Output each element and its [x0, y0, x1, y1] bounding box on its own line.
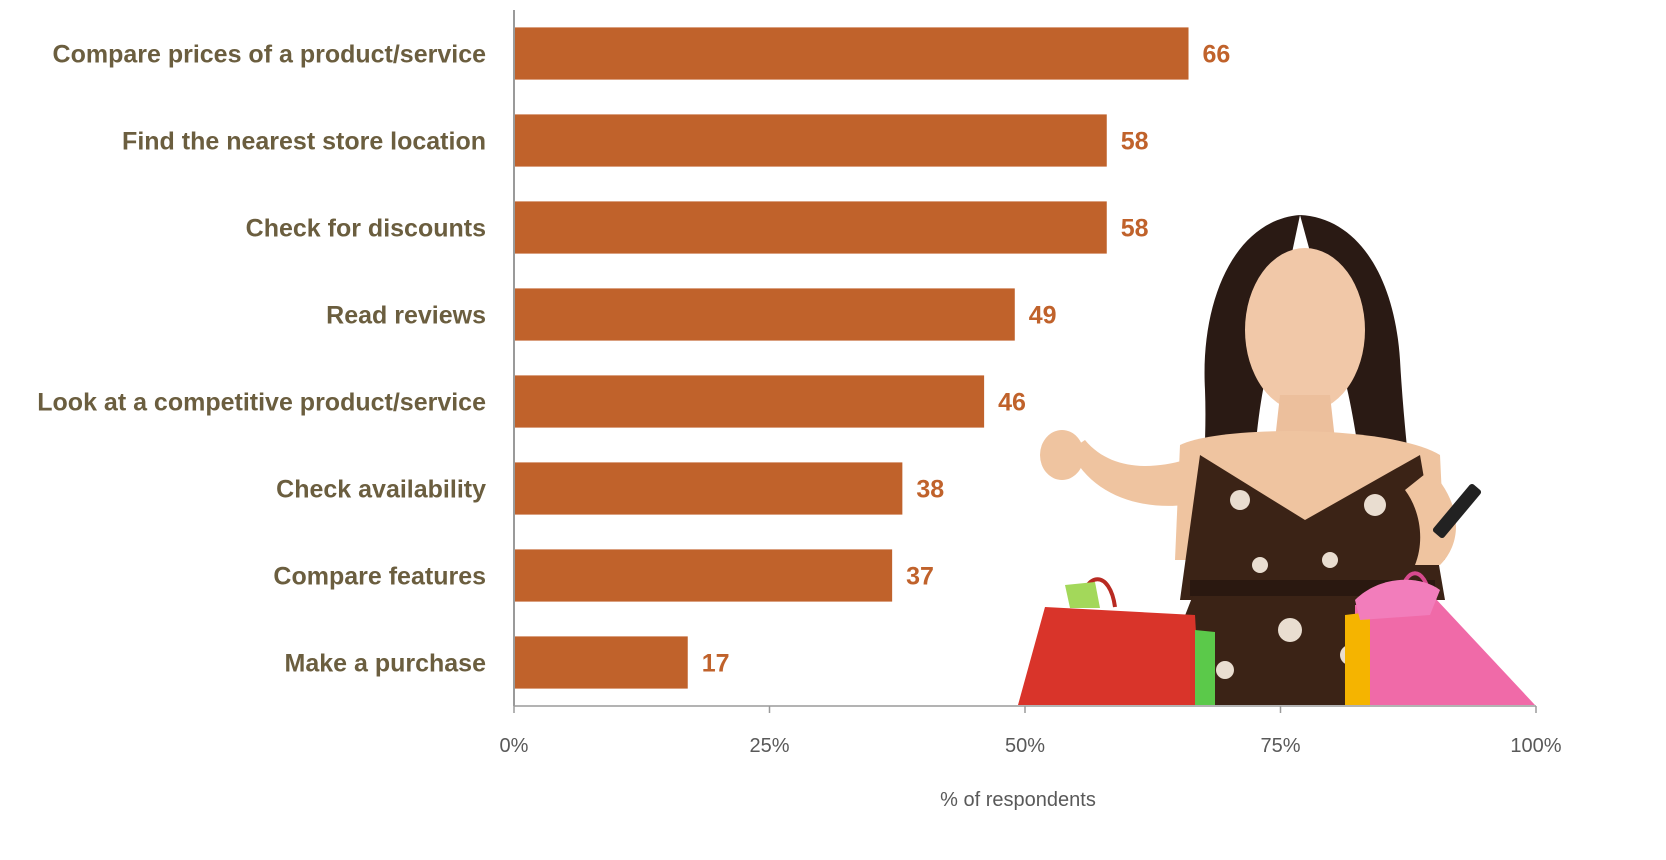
category-label: Find the nearest store location — [122, 128, 486, 156]
bar — [515, 288, 1015, 341]
value-label: 46 — [998, 389, 1026, 417]
x-tick-label: 0% — [500, 735, 529, 757]
value-label: 58 — [1121, 128, 1149, 156]
x-tick-label: 75% — [1260, 735, 1300, 757]
x-tick-label: 100% — [1510, 735, 1561, 757]
value-label: 66 — [1203, 41, 1231, 69]
category-labels: Compare prices of a product/service Find … — [37, 41, 486, 678]
x-axis-ticks: 0% 25% 50% 75% 100% — [500, 706, 1562, 757]
bars-group — [515, 27, 1189, 689]
bar — [515, 27, 1189, 80]
x-tick-label: 25% — [749, 735, 789, 757]
value-label: 17 — [702, 650, 730, 678]
value-label: 49 — [1029, 302, 1057, 330]
bar — [515, 462, 903, 515]
value-labels: 66 58 58 49 46 38 37 17 — [702, 41, 1231, 678]
category-label: Look at a competitive product/service — [37, 389, 486, 417]
category-label: Compare features — [273, 563, 486, 591]
bar — [515, 549, 893, 602]
value-label: 37 — [906, 563, 934, 591]
category-label: Read reviews — [326, 302, 486, 330]
bar — [515, 201, 1107, 254]
value-label: 38 — [916, 476, 944, 504]
shopper-illustration — [1018, 215, 1535, 705]
x-tick-label: 50% — [1005, 735, 1045, 757]
category-label: Check availability — [276, 476, 486, 504]
bar — [515, 375, 985, 428]
bar — [515, 114, 1107, 167]
category-label: Check for discounts — [246, 215, 486, 243]
category-label: Make a purchase — [285, 650, 487, 678]
x-axis-title: % of respondents — [940, 789, 1096, 811]
bar — [515, 636, 688, 689]
value-label: 58 — [1121, 215, 1149, 243]
category-label: Compare prices of a product/service — [53, 41, 487, 69]
